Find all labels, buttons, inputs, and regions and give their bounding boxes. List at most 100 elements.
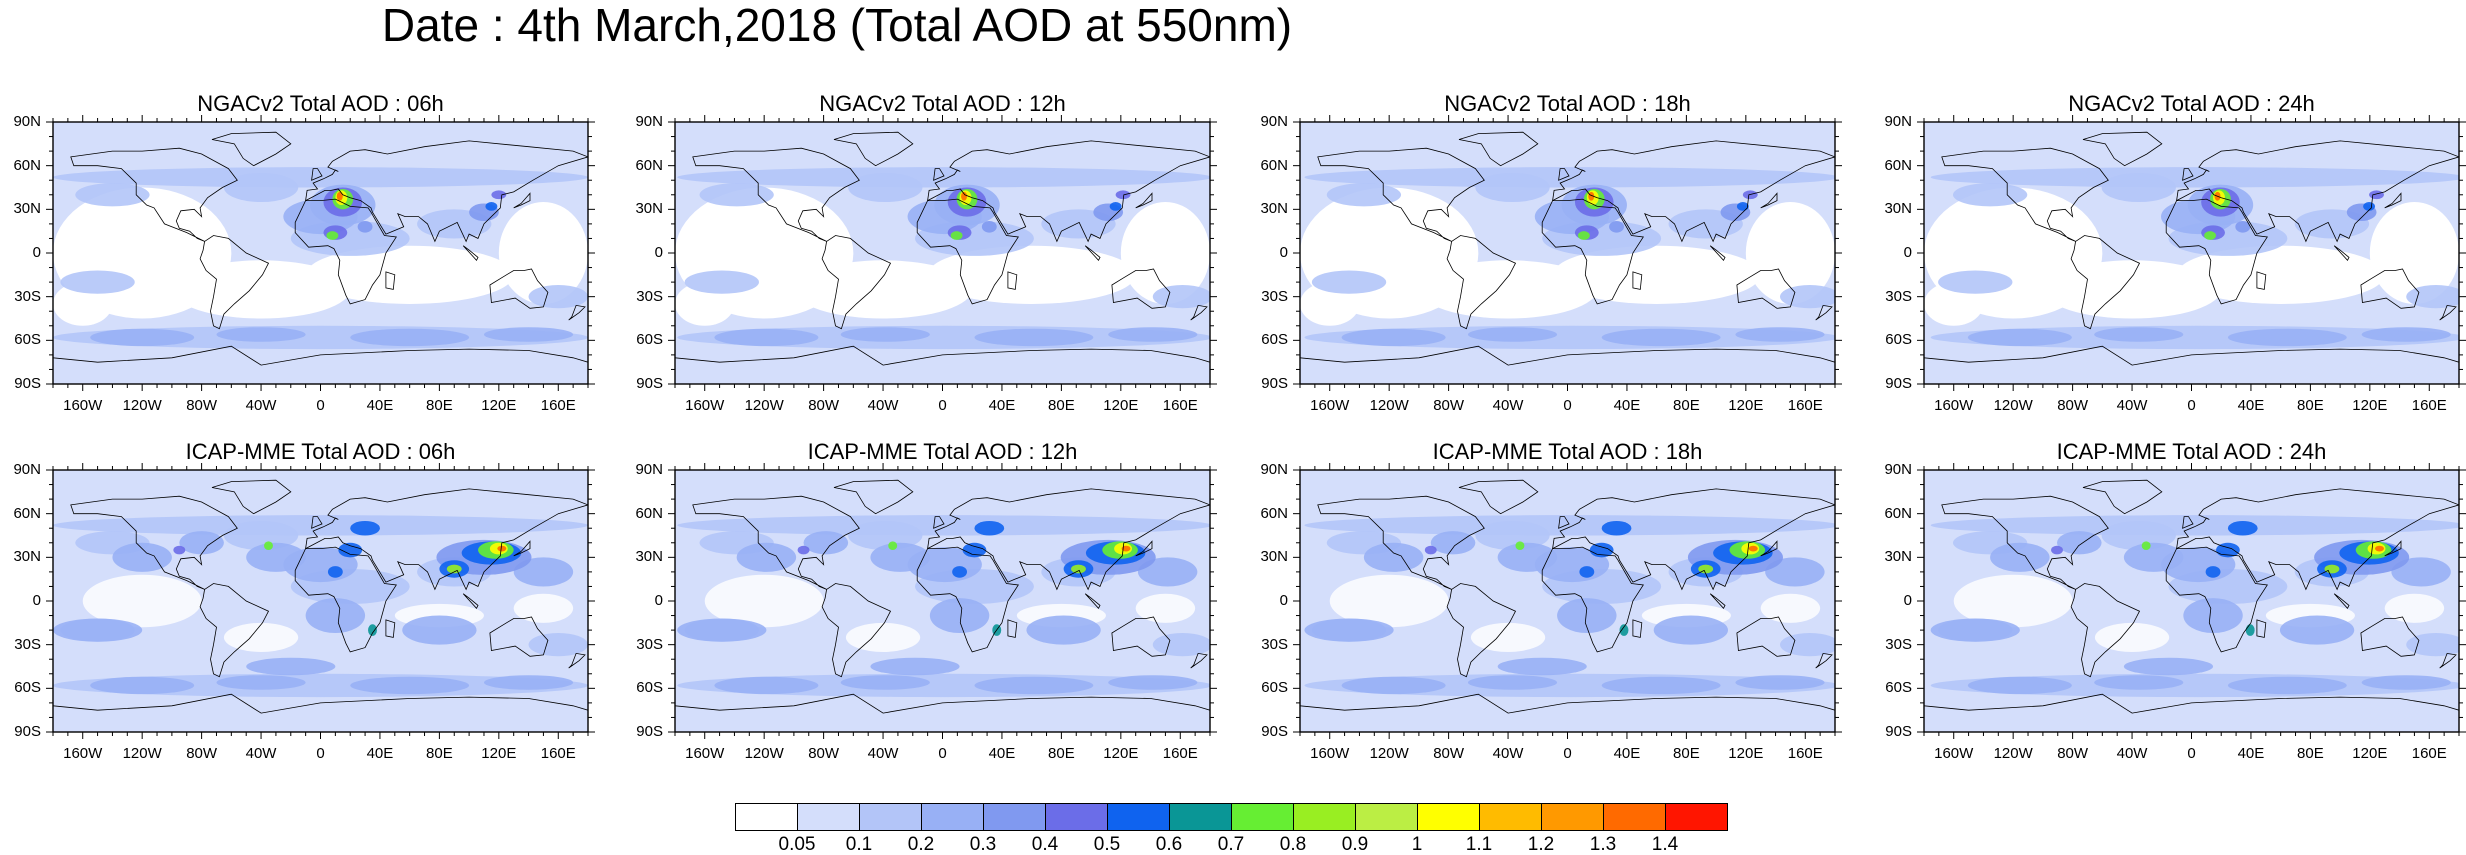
aod-plume [2227, 676, 2347, 695]
aod-plume [1137, 557, 1198, 587]
aod-plume [1780, 285, 1835, 309]
aod-plume [1467, 327, 1558, 342]
coastline [1190, 304, 1208, 321]
aod-plume [1653, 615, 1728, 645]
lat-tick-label: 90N [13, 113, 41, 130]
aod-plume [1071, 564, 1086, 574]
aod-plume [699, 183, 774, 207]
coastline [1709, 593, 1726, 609]
aod-plume [848, 172, 923, 203]
lat-tick-label: 0 [1279, 592, 1288, 609]
aod-plume [246, 657, 336, 676]
lon-tick-label: 40W [1492, 745, 1524, 762]
colorbar-label: 0.2 [907, 834, 935, 855]
lon-tick-label: 120E [1103, 397, 1139, 414]
aod-plume [513, 557, 574, 587]
coastline [1760, 540, 1778, 557]
figure-title: Date : 4th March,2018 (Total AOD at 550n… [381, 0, 1293, 51]
coastline [2182, 168, 2194, 181]
aod-plume [528, 633, 588, 657]
aod-plume [677, 515, 1210, 536]
panel-title: ICAP-MME Total AOD : 12h [807, 439, 1078, 464]
coastline [2333, 245, 2350, 261]
lon-tick-label: 40E [988, 745, 1016, 762]
aod-plume [974, 520, 1005, 536]
coastline [199, 235, 270, 330]
aod-plume [1990, 542, 2050, 572]
aod-plume [2204, 231, 2217, 240]
coastline [462, 245, 479, 261]
coastline [1541, 198, 1644, 305]
lon-tick-label: 80W [186, 745, 218, 762]
aod-plume [2391, 557, 2451, 587]
lat-tick-label: 90N [1884, 461, 1912, 478]
colorbar-swatch [1603, 803, 1666, 831]
lat-tick-label: 90S [636, 723, 663, 740]
lon-tick-label: 40E [366, 397, 394, 414]
coastline [1007, 619, 1018, 638]
colorbar-swatch [735, 803, 798, 831]
coastline [1135, 192, 1153, 209]
aod-plume [483, 675, 574, 690]
colorbar-swatch [1293, 803, 1356, 831]
aod-plume [797, 545, 810, 555]
coastline [2333, 593, 2350, 609]
colorbar-label: 0.8 [1279, 834, 1307, 855]
aod-map [1917, 115, 2466, 391]
coastline [927, 140, 1210, 243]
lon-tick-label: 40W [1492, 397, 1524, 414]
coastline [1084, 245, 1101, 261]
lon-tick-label: 40W [245, 745, 277, 762]
lat-tick-label: 60S [1261, 679, 1288, 697]
aod-plume [53, 515, 588, 536]
clean-air-region [1552, 245, 1761, 304]
aod-plume [264, 541, 273, 551]
lat-tick-label: 90S [1261, 723, 1288, 740]
colorbar-label: 1.2 [1527, 834, 1555, 855]
lon-tick-label: 120E [1728, 397, 1764, 414]
aod-plume [677, 618, 767, 642]
aod-plume [2369, 190, 2384, 200]
lon-tick-label: 40E [1613, 397, 1641, 414]
aod-plume [2141, 541, 2151, 551]
coastline [70, 495, 238, 590]
lat-tick-label: 90N [13, 461, 41, 478]
lat-tick-label: 30S [1261, 287, 1288, 305]
lon-tick-label: 40E [366, 745, 394, 762]
coastline [1446, 235, 1517, 330]
coastline [2070, 235, 2141, 330]
lat-tick-label: 30N [1884, 200, 1912, 218]
coastline [385, 619, 396, 638]
colorbar-swatch [1665, 803, 1728, 831]
lon-tick-label: 40E [2237, 397, 2265, 414]
lon-tick-label: 80E [1673, 745, 1700, 762]
map-panel-ngacv2-18h: NGACv2 Total AOD : 18h 90N 60N 30N 0 30S 60S 90… [1252, 90, 1842, 420]
lat-tick-label: 30S [14, 635, 41, 653]
clean-air-region [704, 574, 824, 628]
aod-plume [1930, 167, 2459, 188]
coastline [1709, 245, 1726, 261]
map-panel-ngacv2-06h: NGACv2 Total AOD : 06h 90N 60N 30N 0 30S 60S 90… [5, 90, 595, 420]
aod-plume [1152, 633, 1210, 657]
aod-plume [350, 328, 470, 347]
clean-air-region [2176, 245, 2385, 304]
aod-plume [840, 675, 930, 690]
lon-tick-label: 120W [1369, 397, 1409, 414]
aod-plume [112, 542, 172, 572]
lon-tick-label: 40E [2237, 745, 2265, 762]
aod-plume [1108, 327, 1198, 342]
lat-tick-label: 60N [635, 156, 663, 174]
lon-tick-label: 120W [122, 745, 162, 762]
lon-tick-label: 40W [867, 745, 899, 762]
lat-tick-label: 0 [654, 592, 663, 609]
lat-tick-label: 0 [32, 244, 41, 261]
coastline-antarctica [675, 345, 1210, 366]
lat-tick-label: 60S [14, 331, 41, 349]
aod-plume [483, 327, 574, 342]
aod-plume [870, 542, 930, 572]
aod-plume [75, 183, 150, 207]
clean-air-region [1135, 593, 1196, 623]
aod-plume [528, 285, 588, 309]
coastline [821, 235, 892, 330]
panel-title: ICAP-MME Total AOD : 18h [1432, 439, 1703, 464]
